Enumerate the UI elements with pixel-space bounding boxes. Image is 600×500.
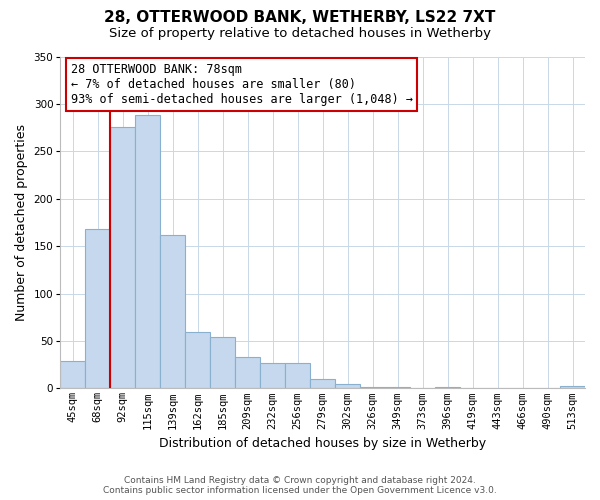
Bar: [60, 361, 85, 388]
Bar: [185, 332, 210, 388]
X-axis label: Distribution of detached houses by size in Wetherby: Distribution of detached houses by size …: [159, 437, 486, 450]
Text: Size of property relative to detached houses in Wetherby: Size of property relative to detached ho…: [109, 28, 491, 40]
Bar: [160, 235, 185, 388]
Bar: [260, 363, 285, 388]
Bar: [210, 337, 235, 388]
Bar: [85, 229, 110, 388]
Bar: [285, 363, 310, 388]
Bar: [335, 384, 360, 388]
Y-axis label: Number of detached properties: Number of detached properties: [15, 124, 28, 321]
Bar: [135, 116, 160, 388]
Text: Contains HM Land Registry data © Crown copyright and database right 2024.
Contai: Contains HM Land Registry data © Crown c…: [103, 476, 497, 495]
Bar: [560, 386, 585, 388]
Text: 28, OTTERWOOD BANK, WETHERBY, LS22 7XT: 28, OTTERWOOD BANK, WETHERBY, LS22 7XT: [104, 10, 496, 25]
Bar: [310, 379, 335, 388]
Bar: [235, 357, 260, 388]
Bar: [110, 126, 135, 388]
Text: 28 OTTERWOOD BANK: 78sqm
← 7% of detached houses are smaller (80)
93% of semi-de: 28 OTTERWOOD BANK: 78sqm ← 7% of detache…: [71, 63, 413, 106]
